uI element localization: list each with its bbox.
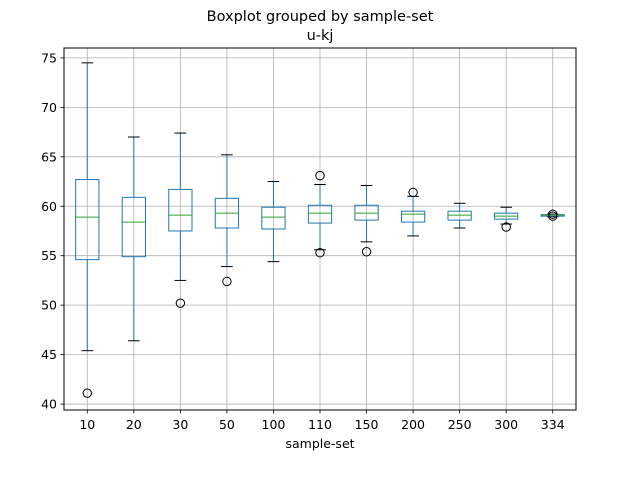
box <box>168 188 193 232</box>
chart-subtitle: u-kj <box>307 28 334 44</box>
x-tick-label: 20 <box>126 417 142 432</box>
axis-ticks: 40 45 50 55 60 65 70 75 10 20 30 50 100 110 150 200 250 3… <box>41 50 565 432</box>
x-axis-label: sample-set <box>285 436 354 451</box>
y-tick-label: 60 <box>41 199 57 214</box>
box-group-50 <box>214 154 240 287</box>
outlier-point <box>222 276 232 287</box>
x-tick-label: 110 <box>308 417 332 432</box>
box-group-30 <box>168 132 193 308</box>
box <box>400 210 426 223</box>
box <box>121 196 146 258</box>
outlier-point <box>548 211 558 221</box>
x-tick-label: 334 <box>541 417 565 432</box>
x-tick-label: 100 <box>262 417 286 432</box>
x-tick-label: 300 <box>494 417 518 432</box>
y-tick-label: 55 <box>41 248 57 263</box>
y-tick-label: 65 <box>41 149 57 164</box>
y-tick-label: 70 <box>41 100 57 115</box>
box-group-10 <box>75 62 100 398</box>
boxes <box>75 62 565 398</box>
x-tick-label: 250 <box>448 417 472 432</box>
outlier-point <box>175 298 186 308</box>
outlier-point <box>315 248 325 258</box>
outlier-point <box>408 187 418 198</box>
box-group-300 <box>494 206 519 232</box>
box-group-200 <box>400 187 426 237</box>
x-tick-label: 50 <box>219 417 235 432</box>
y-tick-label: 50 <box>41 298 57 313</box>
y-tick-label: 75 <box>41 50 57 65</box>
box-group-334 <box>540 209 565 221</box>
outlier-point <box>361 247 372 257</box>
y-tick-label: 45 <box>41 347 57 362</box>
box <box>307 204 333 224</box>
box-group-250 <box>447 202 472 229</box>
box-group-150 <box>354 184 379 257</box>
box-group-100 <box>261 181 286 263</box>
x-tick-label: 10 <box>79 417 95 432</box>
outlier-point <box>501 222 511 232</box>
outlier-point <box>315 170 325 181</box>
chart-title: Boxplot grouped by sample-set <box>207 9 434 25</box>
box-group-110 <box>307 170 333 258</box>
box <box>261 206 286 230</box>
outlier-point <box>82 388 92 398</box>
y-tick-label: 40 <box>41 397 57 412</box>
x-tick-label: 200 <box>401 417 425 432</box>
x-tick-label: 30 <box>172 417 188 432</box>
box-group-20 <box>121 136 146 342</box>
box <box>75 179 100 261</box>
x-tick-label: 150 <box>355 417 379 432</box>
